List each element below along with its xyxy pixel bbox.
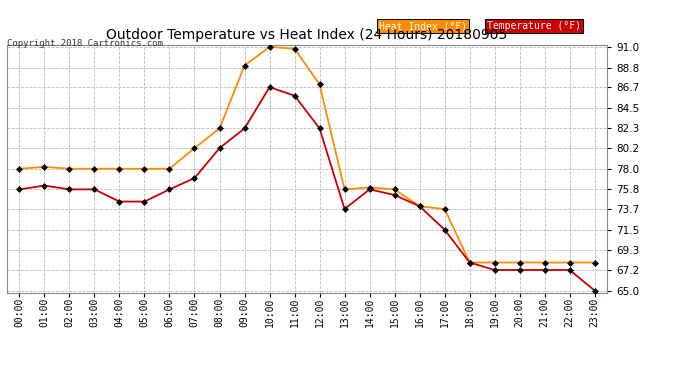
Text: Heat Index (°F): Heat Index (°F) — [379, 21, 467, 32]
Text: Copyright 2018 Cartronics.com: Copyright 2018 Cartronics.com — [7, 39, 163, 48]
Title: Outdoor Temperature vs Heat Index (24 Hours) 20180905: Outdoor Temperature vs Heat Index (24 Ho… — [106, 28, 508, 42]
Text: Temperature (°F): Temperature (°F) — [487, 21, 581, 32]
